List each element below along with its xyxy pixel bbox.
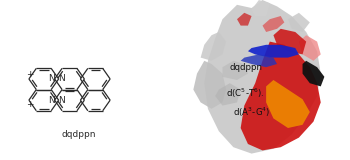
Polygon shape [215,83,241,106]
Text: N: N [58,96,65,105]
Text: N: N [58,74,65,84]
Text: +: + [26,70,33,79]
Polygon shape [288,13,310,32]
Polygon shape [248,45,299,58]
Text: N: N [49,74,55,84]
Text: N: N [49,96,55,105]
Polygon shape [201,32,226,61]
Polygon shape [204,0,321,154]
Polygon shape [237,13,252,26]
Polygon shape [193,61,226,109]
Polygon shape [241,54,277,67]
Polygon shape [273,29,306,54]
Polygon shape [262,16,284,32]
Polygon shape [223,61,248,80]
Polygon shape [241,42,321,150]
Text: dqdppn: dqdppn [230,63,263,72]
Text: +: + [26,100,33,109]
Text: d(C$^5$-T$^6$).: d(C$^5$-T$^6$). [226,86,265,100]
Polygon shape [252,0,270,16]
Text: d(A$^3$-G$^4$): d(A$^3$-G$^4$) [233,105,271,119]
Polygon shape [266,80,310,128]
Polygon shape [299,35,321,61]
Text: dqdppn: dqdppn [61,130,96,139]
Polygon shape [302,61,324,86]
